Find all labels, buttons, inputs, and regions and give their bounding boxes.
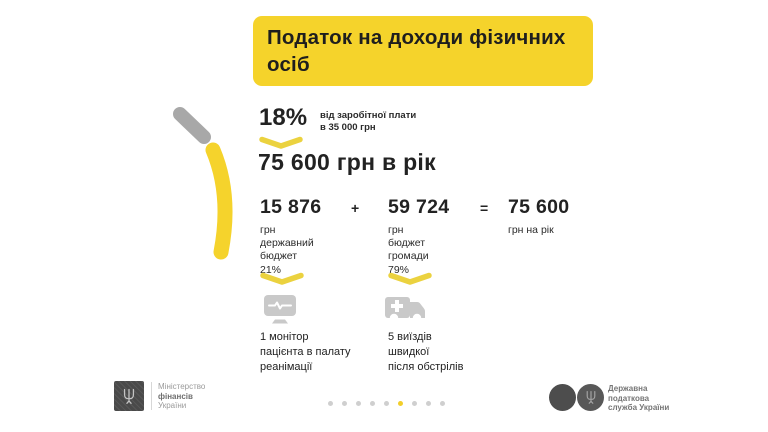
state-budget-column: 15 876 грн державний бюджет 21%	[260, 196, 321, 277]
donut-arc-graphic	[173, 107, 233, 260]
community-budget-labels: грн бюджет громади 79%	[388, 224, 429, 276]
annual-amount: 75 600 грн в рік	[258, 149, 436, 175]
arc-yellow-segment	[205, 142, 233, 260]
tax-service-trident-circle	[577, 384, 604, 411]
community-budget-caption: 5 виїздів швидкої після обстрілів	[388, 331, 464, 373]
pagination-dot[interactable]	[412, 401, 417, 406]
chevron-down-icon	[259, 136, 303, 149]
page-title: Податок на доходи фізичних осіб	[253, 16, 593, 87]
pagination-dot[interactable]	[328, 401, 333, 406]
chevron-down-icon	[388, 272, 432, 285]
total-label: грн на рік	[508, 224, 554, 236]
community-budget-column: 59 724 грн бюджет громади 79%	[388, 196, 449, 277]
tax-service-circle	[549, 384, 576, 411]
tax-service-logo	[549, 384, 604, 411]
plus-sign: +	[351, 200, 360, 216]
footer-divider	[151, 382, 152, 410]
tax-rate-note-line1: від заробітної плати	[320, 110, 417, 121]
pagination-dots	[328, 401, 445, 406]
tax-rate-percent: 18%	[259, 104, 308, 131]
trident-icon	[123, 388, 135, 404]
total-column: 75 600 грн на рік	[508, 196, 569, 237]
ministry-of-finance-logo	[114, 381, 144, 411]
tax-service-label: Державна податкова служба України	[608, 384, 670, 412]
chevron-down-icon	[260, 272, 304, 285]
tax-rate-note-line2: в 35 000 грн	[320, 121, 376, 133]
state-budget-caption: 1 монітор пацієнта в палату реанімації	[260, 331, 351, 373]
pagination-dot[interactable]	[440, 401, 445, 406]
state-budget-amount: 15 876	[260, 196, 322, 218]
equals-sign: =	[480, 200, 489, 216]
patient-monitor-icon	[262, 292, 298, 331]
pagination-dot-active[interactable]	[398, 401, 403, 406]
pagination-dot[interactable]	[370, 401, 375, 406]
state-budget-labels: грн державний бюджет 21%	[260, 224, 314, 276]
ambulance-icon	[384, 292, 426, 331]
total-amount: 75 600	[508, 196, 570, 218]
pagination-dot[interactable]	[356, 401, 361, 406]
community-budget-amount: 59 724	[388, 196, 450, 218]
pagination-dot[interactable]	[342, 401, 347, 406]
ministry-of-finance-label: Міністерство фінансів України	[158, 382, 206, 410]
arc-gray-segment	[173, 107, 211, 144]
tax-rate-note: від заробітної плати в 35 000 грн	[320, 110, 416, 133]
pagination-dot[interactable]	[426, 401, 431, 406]
pagination-dot[interactable]	[384, 401, 389, 406]
trident-icon	[586, 390, 595, 404]
